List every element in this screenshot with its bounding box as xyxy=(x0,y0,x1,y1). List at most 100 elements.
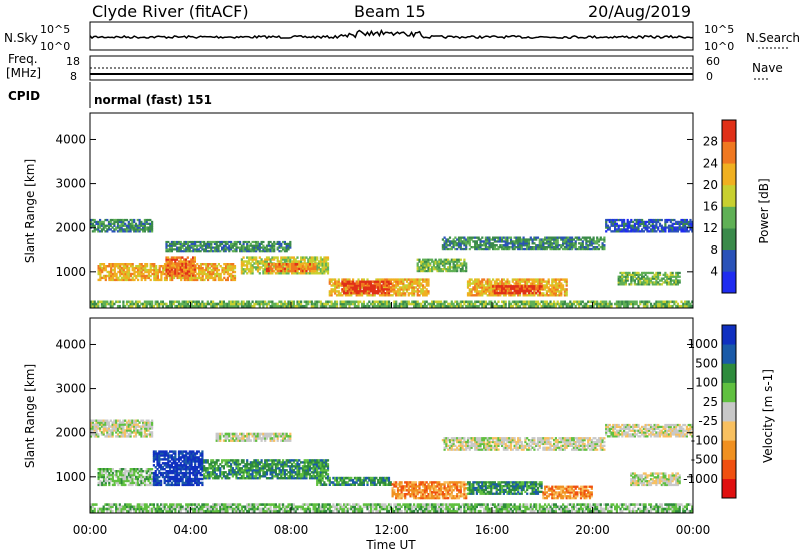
power-cell xyxy=(436,304,439,308)
power-cell xyxy=(614,230,617,233)
power-cell xyxy=(420,284,423,287)
power-cell xyxy=(337,284,340,287)
power-cell xyxy=(162,265,165,268)
power-cell xyxy=(452,304,455,308)
power-cell xyxy=(558,236,561,239)
power-cell xyxy=(300,258,303,261)
power-cell xyxy=(380,294,383,297)
power-cell xyxy=(183,262,186,265)
velocity-cell xyxy=(152,450,155,453)
power-cell xyxy=(325,264,328,267)
power-cell xyxy=(533,302,536,306)
power-cell xyxy=(425,282,428,285)
power-cell xyxy=(186,246,190,249)
power-cell xyxy=(529,247,532,251)
power-cell xyxy=(535,244,538,247)
power-cell xyxy=(524,244,527,247)
power-cell xyxy=(131,304,134,308)
power-cell xyxy=(502,236,505,239)
power-cell xyxy=(128,276,131,280)
power-cell xyxy=(653,283,656,286)
power-cell xyxy=(461,236,464,239)
power-cell xyxy=(165,242,168,245)
power-cell xyxy=(184,266,188,269)
power-cell xyxy=(651,277,654,280)
power-cell xyxy=(666,283,669,286)
power-cell xyxy=(384,302,387,306)
power-cell xyxy=(676,271,679,275)
power-cell xyxy=(416,268,419,271)
power-cell xyxy=(111,302,114,306)
power-cell xyxy=(678,228,681,231)
power-cell xyxy=(675,281,678,284)
power-cell xyxy=(326,258,330,261)
power-cell xyxy=(359,294,362,297)
power-cell xyxy=(414,302,417,306)
power-cell xyxy=(368,284,371,287)
nave-label: Nave xyxy=(752,61,783,75)
power-cell xyxy=(298,304,301,308)
power-cell xyxy=(420,260,423,263)
power-cell xyxy=(203,268,206,272)
velocity-cell xyxy=(131,477,134,481)
power-cell xyxy=(235,246,238,249)
power-cell xyxy=(511,240,514,243)
power-cell xyxy=(544,246,547,249)
power-cell xyxy=(673,230,676,233)
power-cell xyxy=(479,292,482,295)
power-cell xyxy=(102,226,105,229)
power-cell xyxy=(195,302,199,306)
power-cell xyxy=(493,285,496,288)
power-cell xyxy=(617,304,620,308)
power-cell xyxy=(136,228,139,231)
velocity-cell xyxy=(152,477,155,481)
power-cell xyxy=(269,258,272,261)
velocity-cell xyxy=(174,481,177,485)
power-cell xyxy=(527,304,531,308)
power-cell xyxy=(549,238,552,241)
power-cell xyxy=(518,294,522,297)
power-cell xyxy=(341,288,344,291)
power-cell xyxy=(180,278,183,282)
power-cell xyxy=(106,218,109,222)
power-cell xyxy=(676,228,679,231)
power-cell xyxy=(404,300,407,304)
power-cell xyxy=(221,266,224,270)
power-cell xyxy=(567,238,570,241)
power-cell xyxy=(422,284,425,287)
power-cell xyxy=(393,284,396,287)
power-cell xyxy=(490,280,493,283)
velocity-cell xyxy=(136,475,139,479)
power-cell xyxy=(307,263,310,266)
power-cell xyxy=(414,286,417,289)
power-cell xyxy=(95,302,98,306)
power-cell xyxy=(341,300,344,304)
power-cell xyxy=(160,265,163,268)
power-cell xyxy=(675,220,678,224)
power-cell xyxy=(508,294,511,297)
power-cell xyxy=(296,267,299,270)
power-cell xyxy=(509,287,513,290)
velocity-cell xyxy=(163,477,166,481)
power-cell xyxy=(395,286,398,289)
power-cell xyxy=(452,266,455,269)
power-cell xyxy=(183,258,186,261)
power-cell xyxy=(321,272,324,275)
power-cell xyxy=(174,270,177,273)
power-cell xyxy=(590,300,593,304)
power-cell xyxy=(606,226,610,229)
power-cell xyxy=(649,218,653,222)
power-cell xyxy=(317,262,321,265)
power-cell xyxy=(527,300,531,304)
power-cell xyxy=(454,304,457,308)
power-cell xyxy=(545,294,548,297)
power-cell xyxy=(623,220,626,224)
power-cell xyxy=(571,236,574,239)
power-cell xyxy=(675,226,678,229)
power-cell xyxy=(402,286,405,289)
power-cell xyxy=(422,262,425,265)
power-cell xyxy=(149,265,152,268)
power-cell xyxy=(246,250,249,253)
power-cell xyxy=(326,264,330,267)
velocity-cell xyxy=(140,479,143,483)
